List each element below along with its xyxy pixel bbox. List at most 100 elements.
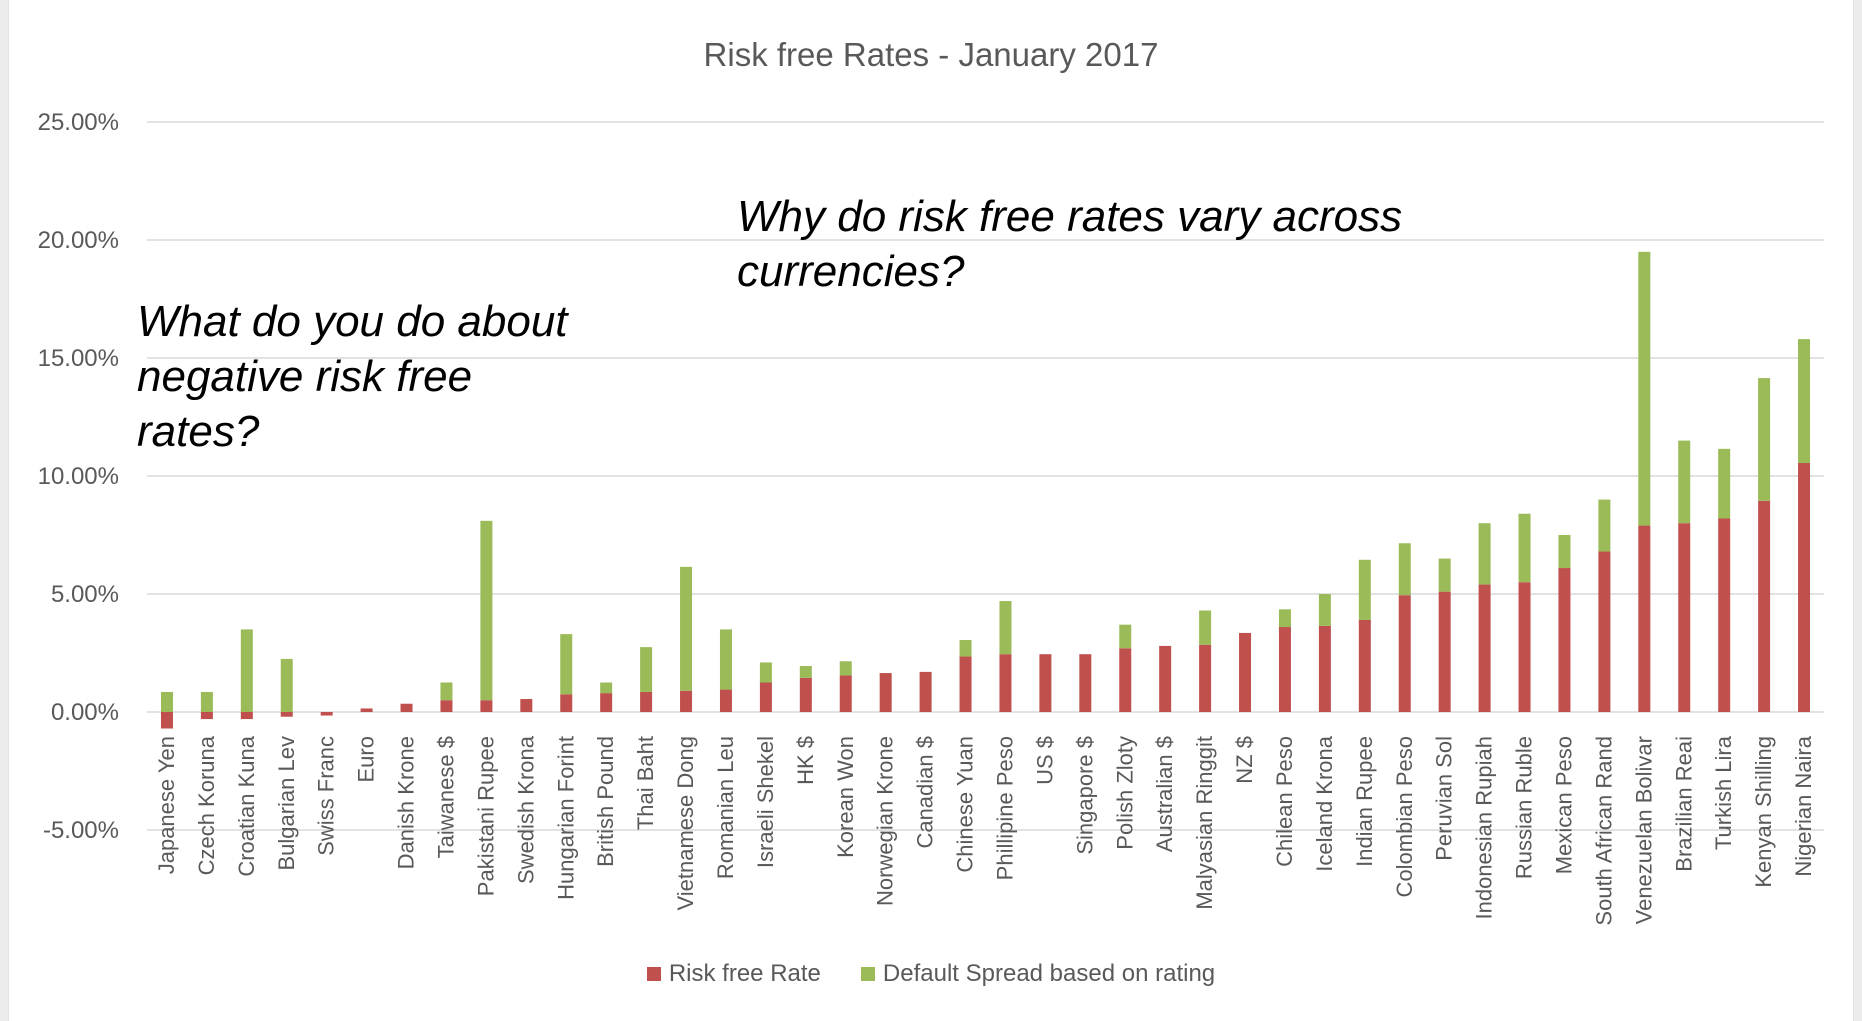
x-tick-label: Nigerian Naira xyxy=(1791,735,1816,876)
bar-risk-free-rate xyxy=(560,694,573,712)
y-tick-label: 20.00% xyxy=(38,227,119,254)
bar-default-spread xyxy=(480,520,493,701)
bar-risk-free-rate xyxy=(1798,463,1811,712)
x-tick-label: Turkish Lira xyxy=(1711,735,1736,850)
bar-default-spread xyxy=(1119,624,1132,649)
x-tick-label: Brazilian Reai xyxy=(1671,736,1696,872)
bar-risk-free-rate xyxy=(320,712,333,716)
bar-default-spread xyxy=(1598,499,1611,552)
bar-risk-free-rate xyxy=(1079,654,1092,712)
x-tick-label: Romanian Leu xyxy=(713,736,738,879)
bar-default-spread xyxy=(680,566,693,691)
bar-default-spread xyxy=(600,682,613,694)
bar-risk-free-rate xyxy=(799,677,812,712)
bar-risk-free-rate xyxy=(1558,568,1571,712)
legend-swatch-risk-free-rate xyxy=(646,967,661,981)
bar-risk-free-rate xyxy=(839,675,852,712)
bar-default-spread xyxy=(1478,523,1491,585)
annotation-negative-rates: What do you do about negative risk free … xyxy=(137,297,568,456)
bar-default-spread xyxy=(1438,558,1451,592)
bar-risk-free-rate xyxy=(719,689,732,712)
x-tick-label: NZ $ xyxy=(1232,736,1257,784)
bar-default-spread xyxy=(1318,594,1331,626)
bar-risk-free-rate xyxy=(520,699,533,712)
bar-default-spread xyxy=(1358,559,1371,620)
y-tick-label: 25.00% xyxy=(38,109,119,136)
bar-risk-free-rate xyxy=(1199,644,1212,712)
bar-risk-free-rate xyxy=(1358,619,1371,712)
bar-risk-free-rate xyxy=(280,712,293,717)
bar-default-spread xyxy=(160,691,173,712)
x-tick-label: Swedish Krona xyxy=(513,735,538,884)
bar-default-spread xyxy=(839,661,852,676)
x-tick-label: Peruvian Sol xyxy=(1432,736,1457,861)
x-tick-label: South African Rand xyxy=(1591,736,1616,926)
x-tick-label: Russian Ruble xyxy=(1512,736,1537,879)
x-tick-label: Iceland Krona xyxy=(1312,735,1337,872)
chart-title: Risk free Rates - January 2017 xyxy=(703,36,1159,73)
bar-risk-free-rate xyxy=(160,712,173,729)
x-tick-label: Colombian Peso xyxy=(1392,736,1417,897)
x-tick-label: Vietnamese Dong xyxy=(673,736,698,911)
bar-default-spread xyxy=(1398,543,1411,596)
bar-risk-free-rate xyxy=(1159,645,1172,712)
bar-default-spread xyxy=(240,629,253,712)
bar-default-spread xyxy=(719,629,732,690)
legend-label-default-spread: Default Spread based on rating xyxy=(882,960,1216,987)
x-tick-label: Hungarian Forint xyxy=(553,736,578,900)
bar-risk-free-rate xyxy=(680,690,693,712)
x-tick-label: Israeli Shekel xyxy=(753,736,778,868)
bar-default-spread xyxy=(1638,251,1651,526)
bar-risk-free-rate xyxy=(919,671,932,712)
x-axis-labels: Japanese Yen Czech Koruna Croatian Kuna Bul… xyxy=(154,735,1816,925)
bar-risk-free-rate xyxy=(200,712,213,720)
bar-default-spread xyxy=(1758,378,1771,501)
bar-risk-free-rate xyxy=(1398,595,1411,712)
x-tick-label: Venezuelan Bolivar xyxy=(1631,736,1656,924)
x-tick-label: Singapore $ xyxy=(1072,736,1097,855)
bar-risk-free-rate xyxy=(480,700,493,712)
x-tick-label: Czech Koruna xyxy=(194,735,219,875)
x-tick-label: Thai Baht xyxy=(633,736,658,830)
bar-risk-free-rate xyxy=(640,691,653,712)
x-tick-label: Chilean Peso xyxy=(1272,736,1297,867)
bar-default-spread xyxy=(280,658,293,712)
bar-default-spread xyxy=(999,601,1012,655)
bar-risk-free-rate xyxy=(1039,654,1052,712)
bar-default-spread xyxy=(799,665,812,678)
bar-default-spread xyxy=(1518,513,1531,583)
bar-risk-free-rate xyxy=(999,654,1012,712)
bar-default-spread xyxy=(560,634,573,695)
bar-risk-free-rate xyxy=(1598,551,1611,712)
bar-risk-free-rate xyxy=(1119,648,1132,712)
x-tick-label: Mexican Peso xyxy=(1551,736,1576,874)
bar-risk-free-rate xyxy=(759,682,772,712)
bar-default-spread xyxy=(759,662,772,683)
bar-risk-free-rate xyxy=(1718,518,1731,712)
x-tick-label: Danish Krone xyxy=(394,736,419,869)
legend-item-default-spread: Default Spread based on rating xyxy=(860,960,1216,988)
x-tick-label: Canadian $ xyxy=(913,736,938,849)
x-tick-label: US $ xyxy=(1032,736,1057,785)
bar-default-spread xyxy=(1558,535,1571,569)
x-tick-label: Malyasian Ringgit xyxy=(1192,736,1217,910)
legend-item-risk-free-rate: Risk free Rate xyxy=(646,960,821,988)
bar-default-spread xyxy=(440,682,453,701)
bar-risk-free-rate xyxy=(440,700,453,712)
x-tick-label: Phillipine Peso xyxy=(992,736,1017,880)
bar-default-spread xyxy=(959,640,972,657)
bar-default-spread xyxy=(200,691,213,712)
bar-risk-free-rate xyxy=(1278,627,1291,712)
x-tick-label: British Pound xyxy=(593,736,618,867)
bar-default-spread xyxy=(640,647,653,692)
x-tick-label: Indian Rupee xyxy=(1352,736,1377,867)
bar-risk-free-rate xyxy=(240,712,253,720)
bar-default-spread xyxy=(1678,440,1691,524)
x-tick-label: Indonesian Rupiah xyxy=(1472,736,1497,919)
bar-chart: 25.00% 20.00% 15.00% 10.00% 5.00% 0.00% -5.00%… xyxy=(38,109,1824,926)
bar-risk-free-rate xyxy=(600,693,613,712)
x-tick-label: HK $ xyxy=(793,736,818,785)
x-tick-label: Kenyan Shilling xyxy=(1751,736,1776,888)
bar-risk-free-rate xyxy=(1318,625,1331,712)
bar-default-spread xyxy=(1278,609,1291,628)
